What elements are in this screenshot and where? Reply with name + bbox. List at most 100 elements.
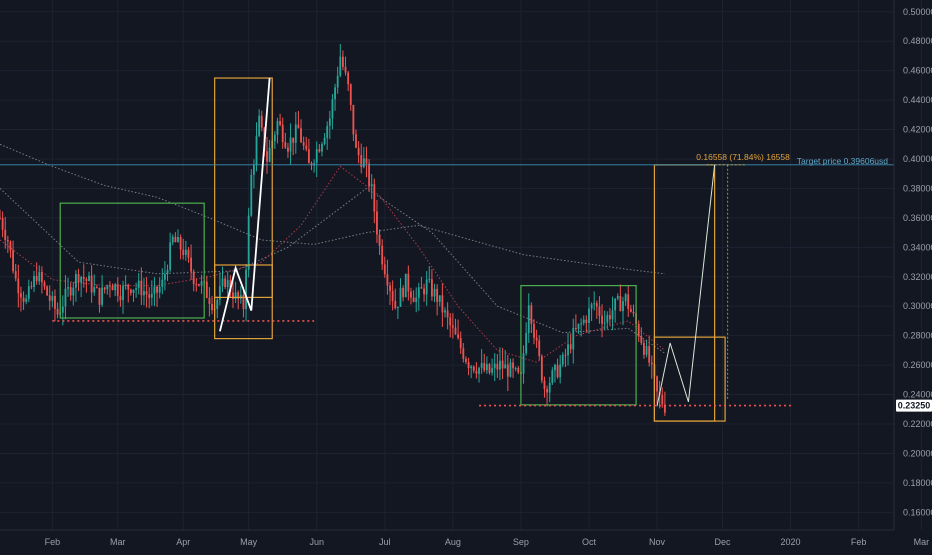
candle-body: [69, 287, 72, 296]
current-price-tag: [896, 399, 932, 412]
candle-body: [569, 344, 572, 350]
candle-body: [184, 249, 187, 255]
candle-body: [336, 75, 339, 88]
candle-body: [323, 137, 326, 144]
candle-body: [171, 236, 174, 243]
candle-body: [611, 310, 614, 320]
candle-body: [389, 285, 391, 292]
candle-body: [305, 145, 308, 150]
candle-body: [459, 337, 462, 349]
candle-body: [512, 362, 514, 369]
candle-body: [150, 293, 153, 298]
candle-body: [517, 368, 520, 373]
candle-body: [373, 184, 376, 212]
candle-body: [80, 277, 83, 283]
candle-body: [208, 297, 211, 304]
accumulation-box-1: [59, 202, 205, 319]
candle-body: [430, 279, 433, 297]
candle-body: [226, 280, 229, 288]
candle-body: [90, 275, 93, 293]
candle-body: [302, 142, 305, 146]
candle-body: [166, 269, 169, 275]
candle-body: [645, 346, 648, 355]
candle-body: [614, 298, 617, 311]
candle-body: [279, 120, 282, 125]
candle-body: [14, 271, 17, 279]
x-tick-label: 2020: [781, 537, 801, 547]
candle-body: [407, 273, 410, 292]
candle-body: [74, 274, 77, 288]
candle-body: [292, 137, 295, 143]
candle-body: [163, 274, 166, 280]
candle-body: [637, 324, 640, 337]
pattern-1-line: [219, 77, 271, 332]
candle-body: [546, 388, 549, 393]
candle-body: [307, 149, 310, 164]
candle-body: [483, 363, 486, 371]
candle-body: [624, 294, 627, 302]
candle-body: [158, 286, 161, 293]
candle-body: [535, 337, 538, 341]
candle-body: [48, 295, 51, 301]
candle-body: [588, 308, 590, 323]
candle-body: [93, 287, 96, 293]
candle-body: [198, 284, 200, 286]
candle-body: [169, 242, 172, 270]
candle-body: [313, 163, 316, 166]
x-tick-label: Mar: [914, 537, 930, 547]
candle-body: [127, 284, 130, 290]
candle-body: [132, 289, 135, 293]
candle-body: [540, 356, 543, 381]
candle-body: [404, 273, 407, 298]
candle-body: [287, 147, 289, 152]
moving-averages: [0, 143, 666, 363]
candle-body: [98, 287, 101, 305]
candle-body: [423, 288, 425, 295]
candle-body: [619, 295, 622, 312]
candle-body: [606, 315, 609, 323]
candle-body: [467, 361, 470, 369]
pattern-2-line: [656, 164, 716, 407]
candle-body: [339, 56, 342, 76]
candle-body: [177, 237, 179, 243]
candle-body: [137, 280, 140, 289]
candle-body: [446, 310, 449, 318]
candle-body: [64, 288, 67, 307]
candle-body: [436, 288, 439, 302]
candle-body: [331, 99, 334, 119]
candle-body: [116, 284, 119, 296]
candle-body: [522, 353, 525, 374]
candle-body: [533, 323, 535, 338]
candle-body: [485, 364, 488, 371]
candle-body: [391, 291, 394, 302]
candle-body: [124, 284, 127, 286]
candle-body: [211, 303, 213, 311]
candle-body: [567, 344, 569, 356]
candle-body: [355, 134, 357, 148]
candle-body: [88, 275, 90, 282]
candle-body: [593, 303, 596, 305]
candle-body: [493, 363, 496, 369]
overlays: [0, 77, 894, 407]
candle-body: [538, 340, 541, 357]
candle-body: [51, 295, 54, 301]
candle-body: [224, 278, 227, 288]
candle-body: [247, 215, 250, 270]
candle-body: [360, 155, 363, 168]
candle-body: [661, 395, 664, 405]
candle-body: [580, 323, 583, 325]
candle-body: [451, 325, 454, 328]
candle-body: [276, 120, 279, 135]
candle-body: [478, 367, 480, 374]
candle-body: [43, 282, 46, 287]
candle-body: [255, 135, 258, 165]
x-tick-label: Sep: [513, 537, 529, 547]
candle-body: [205, 281, 208, 298]
candle-body: [454, 327, 457, 335]
candle-body: [428, 279, 431, 281]
candle-body: [200, 281, 203, 286]
